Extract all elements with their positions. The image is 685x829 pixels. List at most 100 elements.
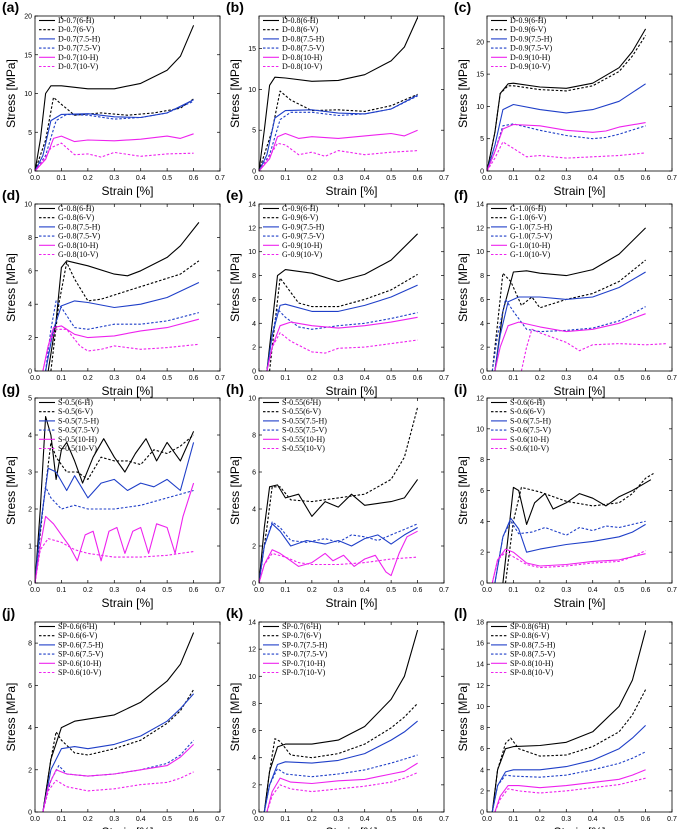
y-tick-label: 2	[480, 550, 484, 557]
x-tick-label: 0.3	[333, 375, 343, 382]
y-tick-label: 20	[24, 14, 32, 21]
y-axis-label: Stress [MPa]	[228, 683, 242, 752]
series-line-7.5-H	[35, 442, 195, 583]
legend-entry: G-0.8(6-H)	[58, 204, 95, 213]
x-tick-label: 0.0	[254, 587, 264, 594]
y-tick-label: 10	[248, 396, 256, 403]
legend-entry: D-0.8(10-V)	[282, 62, 323, 71]
legend-entry: G-0.8(10-H)	[58, 241, 99, 250]
panel-letter: (i)	[454, 381, 467, 397]
x-tick-label: 0.3	[561, 587, 571, 594]
y-tick-label: 2	[480, 788, 484, 795]
legend-entry: SP-0.7(6-V)	[282, 631, 322, 640]
x-tick-label: 0.2	[535, 375, 545, 382]
panel-h: (h) 0.0 0.1 0.2 0.3 0.4 0.5 0.6 0.7 0 2 4 6 8 10 Strain…	[226, 381, 449, 610]
x-tick-label: 0.5	[162, 175, 172, 182]
series-line-10-H	[266, 316, 418, 371]
y-tick-label: 14	[248, 620, 256, 627]
y-axis-label: Stress [MPa]	[228, 59, 242, 128]
legend-entry: D-0.9(10-V)	[510, 62, 551, 71]
y-tick-label: 14	[476, 662, 484, 669]
panel-c: (c) 0.0 0.1 0.2 0.3 0.4 0.5 0.6 0.7 0 5 10 15 20 Strai…	[454, 0, 677, 198]
x-tick-label: 0.1	[281, 175, 291, 182]
legend-entry: S-0.6(6-V)	[510, 407, 545, 416]
legend-entry: G-1.0(10-H)	[510, 241, 551, 250]
panel-b: (b) 0.0 0.1 0.2 0.3 0.4 0.5 0.6 0.7 0 5 10 15 Strain …	[226, 0, 449, 198]
x-axis-label: Strain [%]	[325, 184, 377, 198]
legend: S-0.5(6-H)S-0.5(6-V)S-0.5(7.5-H)S-0.5(7.…	[39, 398, 99, 453]
legend-entry: D-0.7(7.5-V)	[58, 44, 101, 53]
legend-entry: D-0.8(6-V)	[282, 25, 319, 34]
x-tick-label: 0.7	[667, 375, 677, 382]
series-group	[42, 222, 200, 371]
y-tick-label: 2	[252, 544, 256, 551]
series-line-6-H	[42, 632, 195, 812]
legend-entry: SP-0.8(6-V)	[510, 631, 550, 640]
x-tick-label: 0.0	[254, 375, 264, 382]
plot-frame	[486, 203, 673, 372]
panel-i: (i) 0.0 0.1 0.2 0.3 0.4 0.5 0.6 0.7 0 2 4 6 8 10 12 Stra…	[454, 381, 677, 610]
x-tick-label: 0.1	[57, 375, 67, 382]
x-tick-label: 0.0	[30, 587, 40, 594]
series-line-6-V	[487, 35, 647, 171]
plot-frame	[34, 203, 221, 372]
x-tick-label: 0.3	[109, 587, 119, 594]
y-tick-label: 4	[28, 433, 32, 440]
series-line-7.5-V	[491, 751, 646, 812]
series-group	[35, 25, 195, 171]
legend-entry: S-0.5(7.5-V)	[58, 426, 99, 435]
x-tick-label: 0.0	[30, 816, 40, 823]
y-tick-label: 2	[28, 767, 32, 774]
y-tick-label: 10	[24, 202, 32, 209]
panel-letter: (l)	[454, 605, 467, 621]
y-tick-label: 6	[252, 470, 256, 477]
legend-entry: D-0.8(6-H)	[282, 16, 319, 25]
x-axis-label: Strain [%]	[101, 825, 153, 829]
series-line-10-H	[42, 318, 200, 371]
x-tick-label: 0.5	[162, 587, 172, 594]
y-tick-label: 10	[24, 91, 32, 98]
series-line-6-H	[259, 479, 419, 583]
x-tick-label: 0.6	[189, 175, 199, 182]
x-tick-label: 0.2	[535, 587, 545, 594]
series-line-7.5-V	[45, 300, 200, 371]
y-tick-label: 18	[476, 620, 484, 627]
panel-l: (l) 0.0 0.1 0.2 0.3 0.4 0.5 0.6 0.7 0 2 4 6 8 10 12 14 16…	[454, 605, 677, 829]
y-tick-label: 12	[248, 225, 256, 232]
series-line-10-V	[35, 142, 194, 171]
x-tick-label: 0.2	[83, 175, 93, 182]
legend-entry: G-0.9(6-H)	[282, 204, 319, 213]
x-tick-label: 0.2	[535, 816, 545, 823]
y-axis-label: Stress [MPa]	[4, 683, 18, 752]
panel-letter: (a)	[2, 0, 19, 15]
series-line-6-H	[35, 415, 195, 583]
series-line-7.5-H	[263, 720, 418, 812]
series-group	[259, 407, 419, 583]
panel-letter: (f)	[454, 187, 468, 203]
x-tick-label: 0.6	[413, 375, 423, 382]
series-line-7.5-V	[491, 298, 646, 371]
y-tick-label: 0	[480, 169, 484, 176]
series-line-7.5-V	[35, 486, 194, 583]
x-tick-label: 0.3	[561, 375, 571, 382]
legend-entry: SP-0.7(10-V)	[282, 668, 326, 677]
x-tick-label: 0.4	[136, 587, 146, 594]
x-tick-label: 0.5	[614, 816, 624, 823]
plot-frame	[258, 203, 445, 372]
legend-entry: SP-0.7(10-H)	[282, 659, 326, 668]
y-tick-label: 6	[28, 268, 32, 275]
x-tick-label: 0.7	[439, 816, 449, 823]
x-tick-label: 0.1	[281, 816, 291, 823]
series-line-7.5-V	[266, 308, 418, 371]
x-tick-label: 0.1	[57, 816, 67, 823]
panel-letter: (c)	[454, 0, 471, 15]
x-tick-label: 0.7	[439, 375, 449, 382]
series-line-6-H	[259, 17, 419, 171]
x-axis-label: Strain [%]	[101, 184, 153, 198]
y-tick-label: 10	[248, 249, 256, 256]
legend-entry: D-0.7(10-H)	[58, 53, 99, 62]
panel-letter: (k)	[226, 605, 243, 621]
x-axis-label: Strain [%]	[553, 825, 605, 829]
series-line-6-H	[494, 227, 646, 371]
y-axis-label: Stress [MPa]	[228, 456, 242, 525]
